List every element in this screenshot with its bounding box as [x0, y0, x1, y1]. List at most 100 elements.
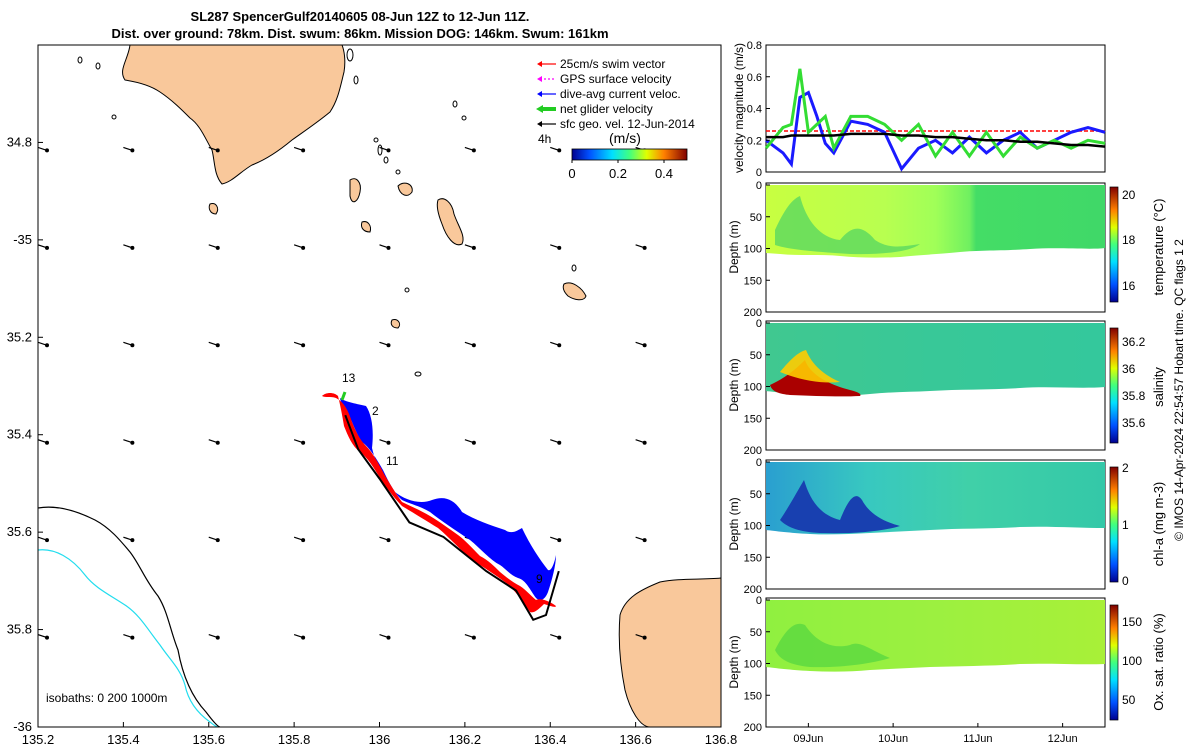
legend-colorbar-tick: 0.4	[655, 166, 673, 181]
land-eyre-peninsula	[122, 45, 346, 185]
time-x-ticks: 09Jun 10Jun 11Jun 12Jun	[793, 723, 1078, 745]
map-y-tick-label: 35.4	[7, 427, 32, 442]
land-island-5	[208, 203, 219, 215]
map-x-ticks: 135.2 135.4 135.6 135.8 136 136.2 136.4 136.6 13…	[22, 722, 738, 747]
glider-track-line	[344, 414, 560, 622]
map-plot-area: 13 2 11 9 isobaths: 0 200 1000m	[38, 45, 721, 727]
geo-velocity-arrow	[38, 439, 49, 445]
salinity-colorbar	[1109, 327, 1119, 444]
map-x-tick-label: 136.6	[619, 732, 652, 747]
velocity-y-ticks: 0 0.2 0.4 0.6 0.8	[747, 40, 770, 179]
geo-velocity-arrow	[293, 439, 306, 445]
land-island-1	[397, 182, 413, 196]
map-y-tick-label: 35.2	[7, 329, 32, 344]
legend-colorbar-title: (m/s)	[609, 130, 641, 146]
time-x-tick-label: 09Jun	[793, 733, 823, 745]
velocity-y-tick-label: 0.2	[747, 135, 762, 147]
legend-colorbar-ticks: 0 0.2 0.4	[568, 160, 673, 181]
legend-net-glider: net glider velocity	[560, 102, 653, 116]
chart-title-line2: Dist. over ground: 78km. Dist. swum: 86k…	[111, 26, 609, 41]
salinity-cbar-tick-36: 36	[1122, 362, 1136, 376]
legend-swim-vector: 25cm/s swim vector	[560, 57, 665, 71]
geo-velocity-arrow	[293, 634, 306, 640]
map-panel: 13 2 11 9 isobaths: 0 200 1000m 135.2 135…	[7, 44, 738, 747]
temperature-cbar-label: temperature (°C)	[1151, 199, 1166, 296]
geo-velocity-arrow	[379, 634, 391, 640]
map-y-tick-label: -36	[13, 719, 32, 734]
geo-velocity-arrow	[464, 341, 476, 348]
chart-title-line1: SL287 SpencerGulf20140605 08-Jun 12Z to …	[190, 9, 530, 24]
geo-velocity-arrow	[38, 634, 49, 640]
oxygen-y-ticks: 0 50 100 150 200	[744, 595, 770, 734]
geo-velocity-arrow	[635, 244, 647, 250]
temperature-y-tick-label: 100	[744, 244, 762, 256]
temperature-cbar-tick-16: 16	[1122, 279, 1136, 293]
legend-colorbar-tick: 0	[568, 166, 575, 181]
isobath-1000m	[38, 549, 219, 727]
geo-velocity-arrow	[550, 341, 562, 348]
salinity-field	[766, 323, 1105, 396]
geo-velocity-arrow	[464, 146, 476, 153]
legend-gps-velocity: GPS surface velocity	[560, 72, 671, 86]
geo-velocity-arrow	[123, 536, 135, 543]
temperature-y-tick-label: 0	[756, 180, 762, 192]
oxygen-ylabel: Depth (m)	[727, 635, 741, 688]
oxygen-y-tick-label: 50	[750, 627, 762, 639]
geo-velocity-arrow	[635, 634, 647, 640]
geo-velocity-arrow	[550, 244, 562, 250]
velocity-panel: 0 0.2 0.4 0.6 0.8 velocity magnitude (m/s)	[732, 40, 1106, 179]
chla-cbar-tick-0: 0	[1122, 574, 1129, 588]
chla-ylabel: Depth (m)	[727, 497, 741, 550]
salinity-y-tick-label: 200	[744, 445, 762, 457]
salinity-mid-patch	[780, 350, 840, 383]
geo-velocity-arrow	[123, 634, 135, 640]
temperature-panel: 0 50 100 150 200 Depth (m) 20 18 16 temperat…	[727, 180, 1166, 319]
map-x-tick-label: 136.8	[705, 732, 738, 747]
land-island-3	[349, 178, 361, 203]
geo-velocity-arrow	[464, 244, 476, 250]
isobaths-label: isobaths: 0 200 1000m	[46, 691, 167, 705]
geo-velocity-arrow	[293, 536, 306, 543]
time-x-tick-label: 12Jun	[1048, 733, 1078, 745]
salinity-cbar-tick-35.6: 35.6	[1122, 416, 1146, 430]
oxygen-cbar-tick-150: 150	[1122, 615, 1142, 629]
salinity-y-tick-label: 100	[744, 382, 762, 394]
map-y-tick-label: 35.8	[7, 622, 32, 637]
chla-y-tick-label: 100	[744, 521, 762, 533]
legend-interval: 4h	[538, 132, 551, 146]
geo-velocity-arrow	[208, 634, 220, 640]
velocity-ylabel: velocity magnitude (m/s)	[732, 43, 746, 173]
chla-y-tick-label: 50	[750, 489, 762, 501]
salinity-y-tick-label: 50	[750, 350, 762, 362]
geo-velocity-arrow	[379, 536, 391, 543]
isobath-200m	[38, 506, 221, 727]
oxygen-y-tick-label: 0	[756, 595, 762, 607]
salinity-y-tick-label: 150	[744, 413, 762, 425]
geo-velocity-arrow	[123, 341, 135, 348]
oxygen-y-tick-label: 100	[744, 659, 762, 671]
geo-velocity-arrow	[293, 146, 306, 153]
geo-velocity-arrow	[550, 146, 562, 153]
geo-velocity-arrow	[635, 341, 647, 348]
oxygen-y-tick-label: 150	[744, 690, 762, 702]
map-x-tick-label: 135.2	[22, 732, 55, 747]
geo-velocity-arrow	[123, 244, 135, 250]
dive-avg-current-patch	[340, 398, 556, 600]
geo-velocity-arrow	[123, 439, 135, 445]
map-y-tick-label: 34.8	[7, 134, 32, 149]
velocity-y-tick-label: 0.4	[747, 104, 762, 116]
geo-velocity-arrow	[379, 146, 391, 153]
net-glider-velocity-marker	[340, 391, 347, 401]
land-kangaroo-island	[618, 577, 721, 727]
legend-sfc-geo: sfc geo. vel. 12-Jun-2014	[560, 117, 695, 131]
time-x-tick-label: 10Jun	[878, 733, 908, 745]
map-x-tick-label: 136	[369, 732, 391, 747]
salinity-panel: 0 50 100 150 200 Depth (m) 36.2 36 35.8 35.6…	[727, 318, 1166, 457]
geo-velocity-arrow	[38, 341, 49, 348]
map-x-tick-label: 136.4	[534, 732, 567, 747]
oxygen-y-tick-label: 200	[744, 722, 762, 734]
chla-colorbar	[1109, 466, 1119, 583]
chla-cbar-tick-2: 2	[1122, 461, 1129, 475]
